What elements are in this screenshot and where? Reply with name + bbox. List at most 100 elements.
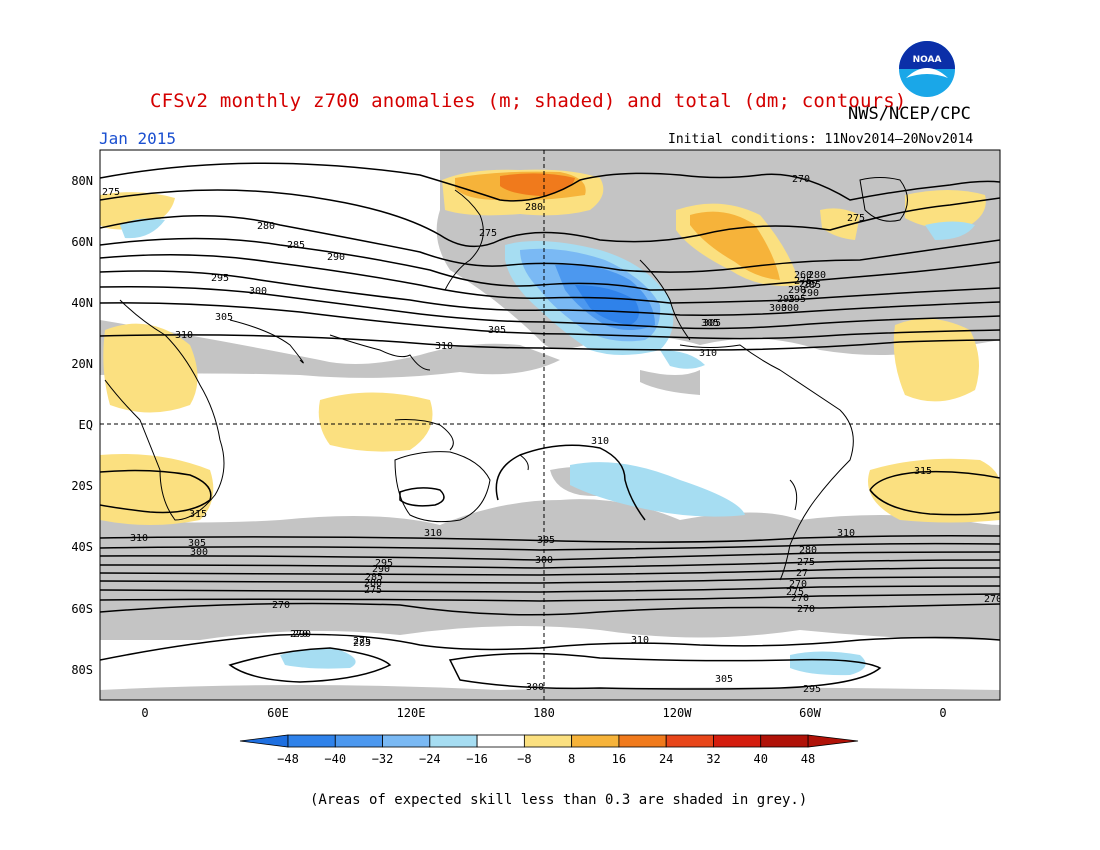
contour-label: 285 [353, 638, 371, 649]
contour-label: 290 [293, 629, 311, 640]
svg-text:NOAA: NOAA [913, 55, 942, 65]
colorbar-box [571, 734, 620, 748]
contour-label: 275 [847, 213, 865, 224]
contour-label: 310 [591, 436, 609, 447]
contour-label: 310 [130, 533, 148, 544]
contour-label: 305 [703, 318, 721, 329]
colorbar-tick-label: −48 [277, 752, 299, 766]
contour-label: 290 [801, 288, 819, 299]
colorbar-box [476, 734, 525, 748]
noaa-logo-icon: NOAA [898, 40, 956, 98]
map-frame [99, 149, 1001, 701]
contour-label: 270 [789, 579, 807, 590]
colorbar-box [618, 734, 667, 748]
contour-label: 300 [190, 547, 208, 558]
positive-anomalies [100, 169, 1000, 525]
contour-label: 275 [353, 636, 371, 647]
latitude-axis: 80N 60N 40N 20N EQ 20S 40S 60S 80S [71, 174, 93, 677]
lat-label: 40N [71, 296, 93, 310]
colorbar-box [334, 734, 383, 748]
contour-label: 310 [435, 341, 453, 352]
lat-label: 20N [71, 357, 93, 371]
colorbar-arrow-right [807, 734, 859, 748]
colorbar-box [713, 734, 762, 748]
contour-label: 310 [175, 330, 193, 341]
agency-label: NWS/NCEP/CPC [848, 104, 971, 124]
skill-footnote: (Areas of expected skill less than 0.3 a… [310, 792, 808, 808]
contour-label: 275 [797, 557, 815, 568]
contour-label: 285 [365, 572, 383, 583]
coastlines [104, 177, 908, 581]
contour-label: 275 [102, 187, 120, 198]
contour-label: 315 [189, 509, 207, 520]
contour-label: 295 [777, 294, 795, 305]
contour-label: 285 [799, 279, 817, 290]
lat-label: 80N [71, 174, 93, 188]
contour-label: 295 [788, 294, 806, 305]
contour-label: 295 [803, 684, 821, 695]
map-panel: 2752702802752802852902953003053102752802… [100, 150, 1002, 700]
contour-label: 305 [215, 312, 233, 323]
contour-label: 285 [287, 240, 305, 251]
lat-label: 60N [71, 235, 93, 249]
contour-label: 270 [792, 174, 810, 185]
contour-label: 270 [290, 629, 308, 640]
colorbar-box [665, 734, 714, 748]
contour-label: 290 [327, 252, 345, 263]
contour-label: 305 [488, 325, 506, 336]
contour-label: 270 [791, 593, 809, 604]
contour-label: 310 [837, 528, 855, 539]
lon-label: 120W [663, 706, 693, 720]
contour-label: 305 [715, 674, 733, 685]
contour-label: 305 [537, 535, 555, 546]
chart-title: CFSv2 monthly z700 anomalies (m; shaded)… [150, 90, 907, 112]
contour-label: 275 [364, 585, 382, 596]
contour-label: 285 [803, 280, 821, 291]
colorbar-box [382, 734, 431, 748]
contour-label: 27 [796, 568, 808, 579]
contour-labels: 2752702802752802852902953003053102752802… [102, 174, 1002, 695]
forecast-month: Jan 2015 [99, 129, 177, 148]
contour-label: 300 [249, 286, 267, 297]
contour-label: 280 [525, 202, 543, 213]
colorbar-box [523, 734, 573, 748]
colorbar-tick-label: −32 [372, 752, 394, 766]
contour-label: 280 [799, 545, 817, 556]
colorbar-tick-label: 40 [754, 752, 768, 766]
colorbar-box [760, 734, 809, 748]
contour-label: 310 [631, 635, 649, 646]
contour-label: 290 [788, 285, 806, 296]
colorbar-tick-label: −8 [517, 752, 531, 766]
colorbar-tick-label: 32 [706, 752, 720, 766]
colorbar-box [429, 734, 478, 748]
initial-conditions: Initial conditions: 11Nov2014—20Nov2014 [668, 132, 974, 147]
contour-label: 270 [984, 594, 1002, 605]
lon-label: 60W [799, 706, 821, 720]
contour-label: 280 [364, 578, 382, 589]
lon-label: 60E [267, 706, 289, 720]
contour-label: 310 [699, 348, 717, 359]
colorbar: −48 −40 −32 −24 −16 −8 8 16 24 32 40 48 [239, 734, 859, 766]
colorbar-tick-label: −16 [466, 752, 488, 766]
contour-label: 300 [535, 555, 553, 566]
colorbar-tick-label: 16 [612, 752, 626, 766]
contour-label: 290 [372, 564, 390, 575]
lat-label: EQ [79, 418, 93, 432]
contour-label: 260 [794, 270, 812, 281]
contour-label: 315 [914, 466, 932, 477]
lat-label: 20S [71, 479, 93, 493]
colorbar-tick-label: 48 [801, 752, 815, 766]
contour-label: 280 [808, 270, 826, 281]
contour-label: 295 [211, 273, 229, 284]
longitude-axis: 0 60E 120E 180 120W 60W 0 [141, 706, 946, 720]
colorbar-tick-label: 8 [568, 752, 575, 766]
lon-label: 0 [939, 706, 946, 720]
contour-label: 275 [786, 587, 804, 598]
contour-label: 305 [701, 318, 719, 329]
colorbar-tick-label: −24 [419, 752, 441, 766]
contour-label: 310 [424, 528, 442, 539]
contour-label: 300 [526, 682, 544, 693]
contour-label: 300 [781, 303, 799, 314]
contour-label: 275 [794, 276, 812, 287]
colorbar-tick-label: −40 [324, 752, 346, 766]
